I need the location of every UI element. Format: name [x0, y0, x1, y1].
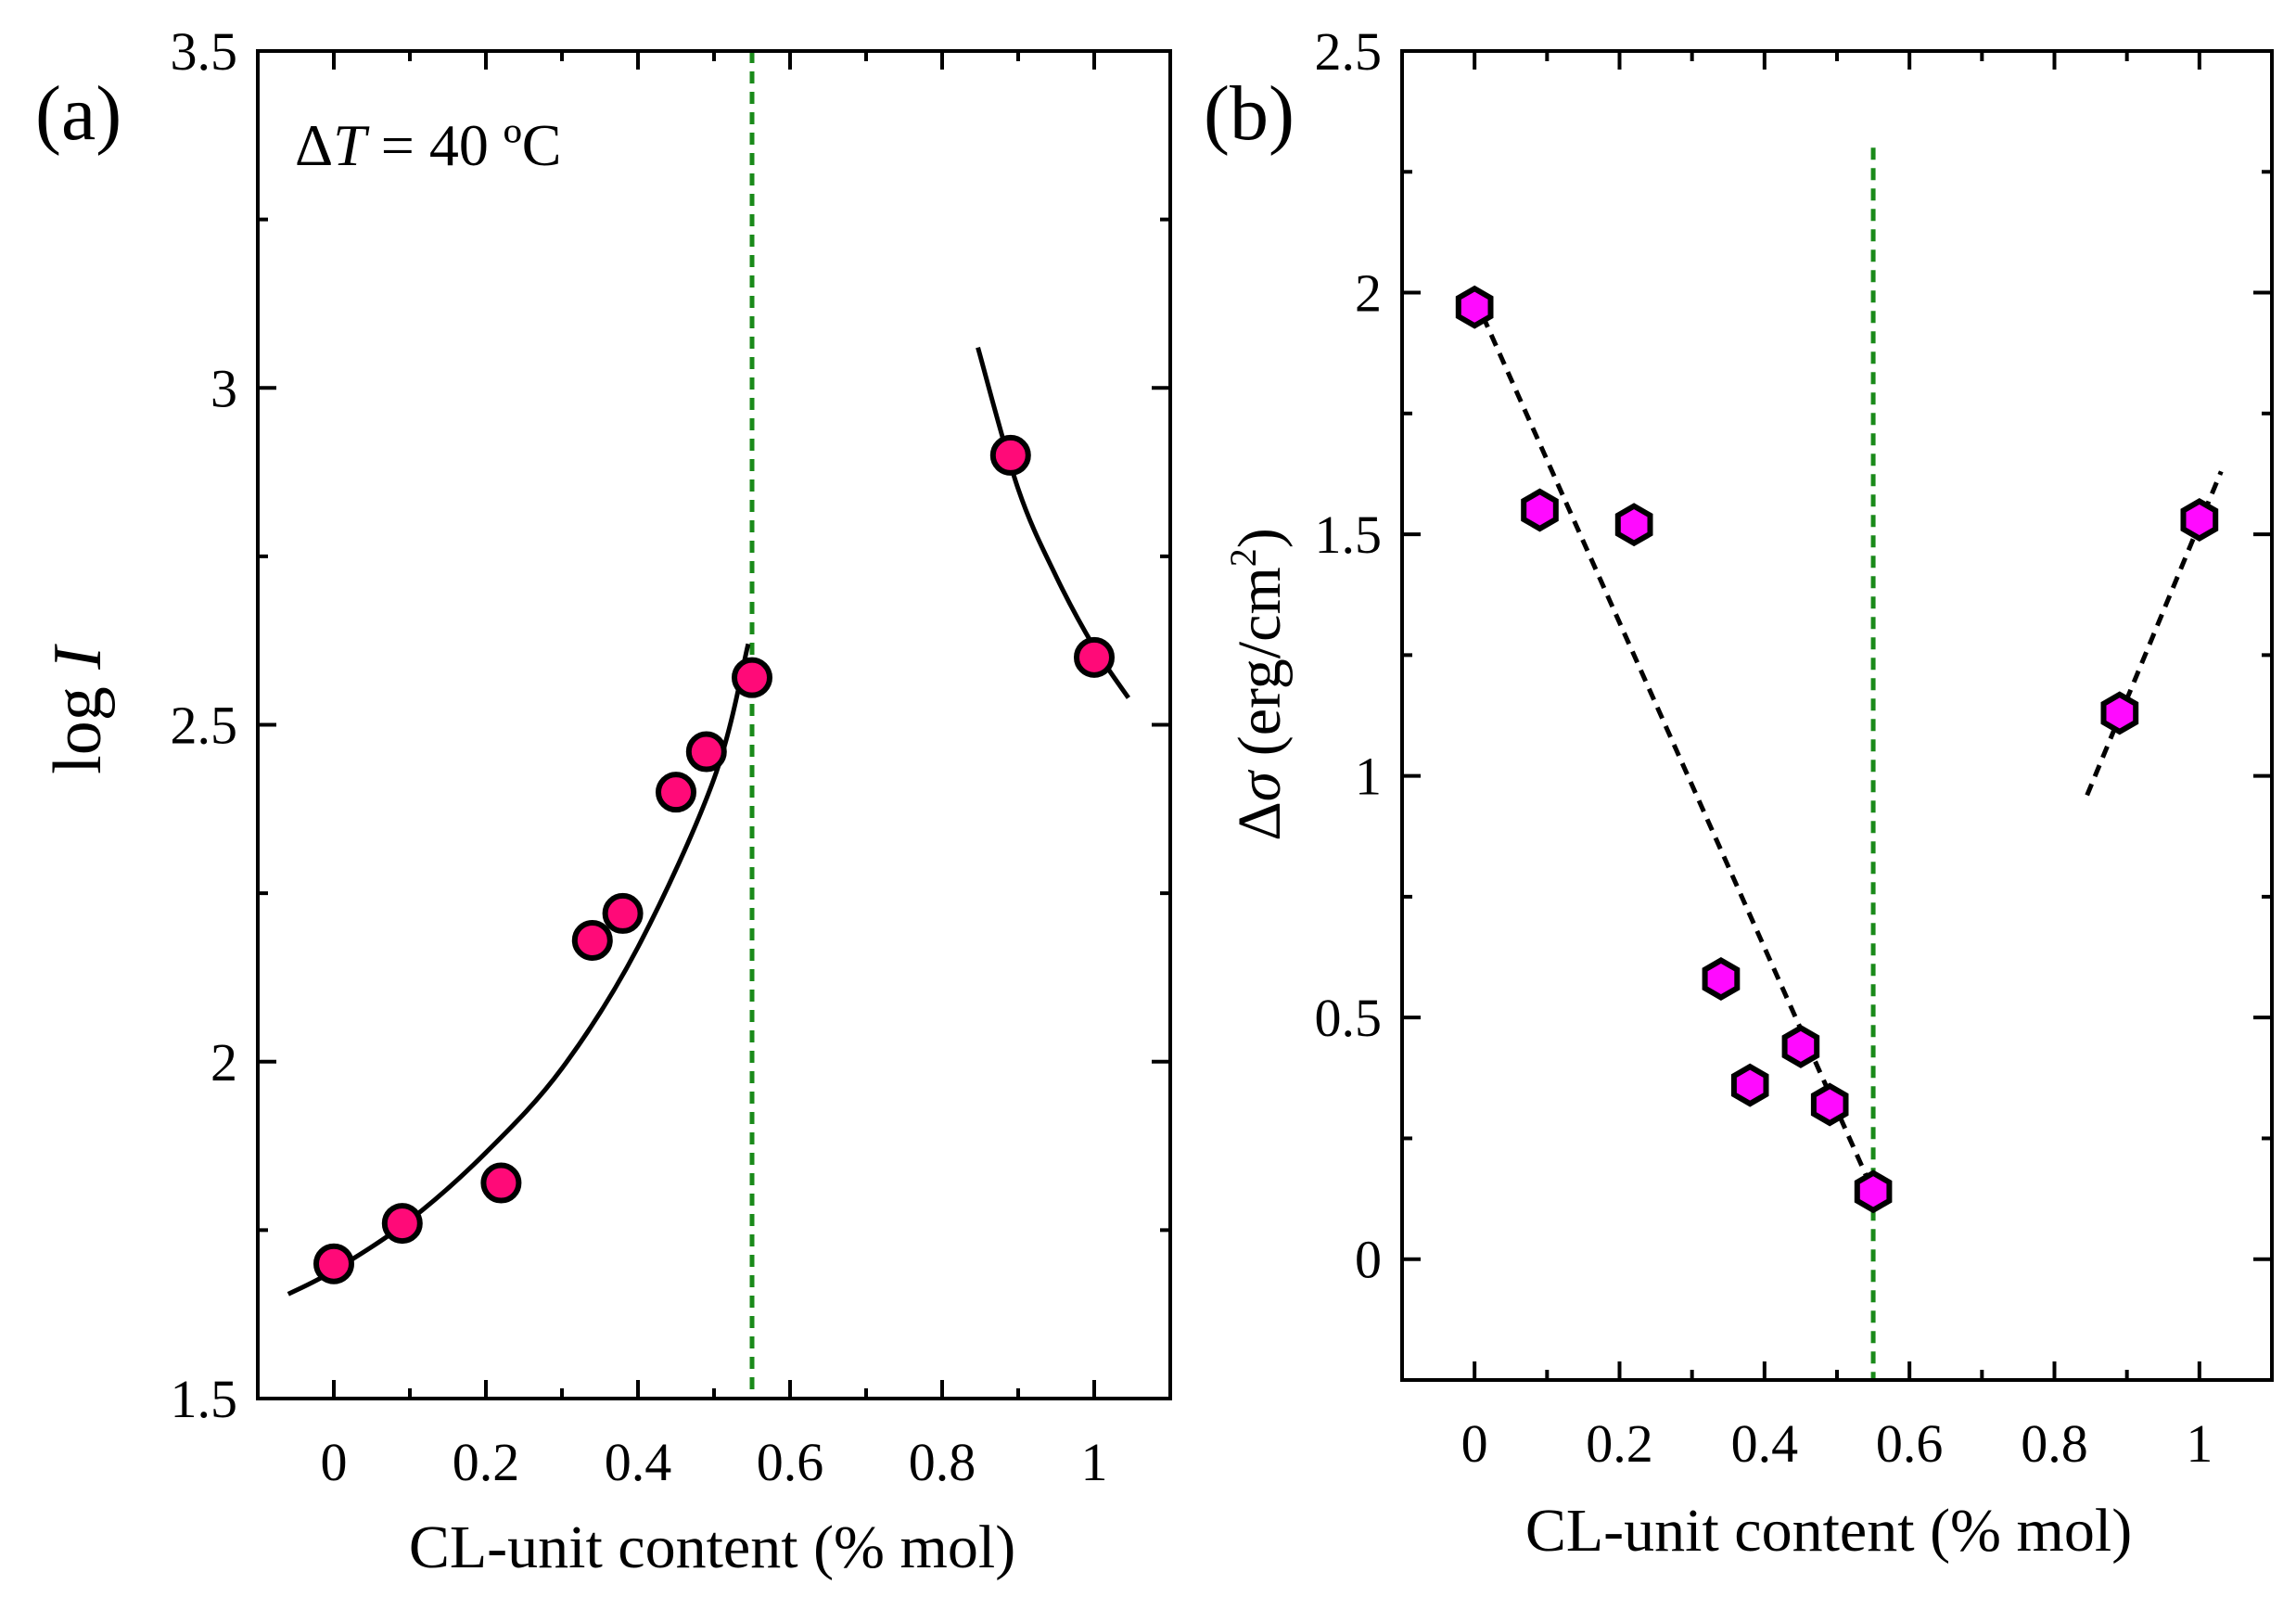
data-point [1810, 1082, 1849, 1127]
data-point [2180, 498, 2219, 542]
ylabel-delta: Δ [1226, 801, 1294, 840]
y-tick-label: 0.5 [1315, 988, 1383, 1048]
panel-a-points [313, 434, 1115, 1284]
data-point [1781, 1024, 1820, 1068]
x-tick-label: 0.4 [1731, 1413, 1799, 1474]
data-point [602, 892, 644, 934]
data-point [685, 731, 727, 773]
annotation-var: T [333, 112, 370, 178]
data-point [732, 657, 772, 698]
x-tick-label: 1 [1081, 1432, 1108, 1492]
x-tick-label: 0 [1461, 1413, 1488, 1474]
ylabel-prefix: log [40, 670, 116, 774]
ylabel-close: ) [1226, 528, 1294, 548]
panel-a-y-axis-title: log I [40, 644, 116, 774]
panel-b-y-axis-title: Δσ (erg/cm2) [1222, 528, 1294, 841]
panel-a-ticks [258, 49, 1170, 1400]
data-point [381, 1203, 423, 1245]
x-tick-label: 0.6 [1876, 1413, 1944, 1474]
data-point [313, 1243, 354, 1284]
data-point [1854, 1169, 1893, 1214]
ylabel-unit: (erg/cm [1226, 567, 1294, 772]
y-tick-label: 3 [210, 358, 237, 418]
data-point [656, 772, 696, 813]
x-tick-label: 0.2 [1586, 1413, 1653, 1474]
panel-b-frame [1400, 49, 2274, 1382]
panel-b-ticks [1402, 49, 2272, 1382]
panel-b-lines [1472, 147, 2224, 1380]
data-point [571, 919, 613, 961]
data-point [1455, 285, 1494, 329]
data-point [1074, 636, 1115, 678]
panel-a-tick-labels: 0 0.2 0.4 0.6 0.8 1 1.5 2 2.5 3 3.5 [171, 21, 1108, 1492]
x-tick-label: 0.6 [757, 1432, 824, 1492]
data-point [1730, 1063, 1769, 1107]
data-point [1614, 503, 1653, 547]
data-point [2100, 691, 2139, 735]
annotation-text: = 40 ºC [366, 112, 562, 178]
data-point [989, 434, 1031, 476]
x-tick-label: 0.8 [909, 1432, 976, 1492]
y-tick-label: 2 [1355, 263, 1382, 324]
y-tick-label: 2 [210, 1032, 237, 1092]
x-tick-label: 0.2 [453, 1432, 520, 1492]
panel-b: 0 0.2 0.4 0.6 0.8 1 0 0.5 1 1.5 2 2.5 (b) CL-unit c… [1204, 21, 2274, 1565]
x-tick-label: 0.8 [2021, 1413, 2088, 1474]
panel-b-tick-labels: 0 0.2 0.4 0.6 0.8 1 0 0.5 1 1.5 2 2.5 [1315, 21, 2213, 1474]
panel-a-frame [256, 49, 1172, 1400]
ylabel-var: I [40, 644, 116, 671]
panel-a-annotation: ΔT = 40 ºC [295, 112, 561, 178]
ylabel-sigma: σ [1226, 769, 1294, 801]
y-tick-label: 1.5 [171, 1369, 238, 1429]
data-point [1702, 957, 1741, 1001]
panel-a-x-axis-title: CL-unit content (% mol) [409, 1514, 1015, 1581]
panel-b-points [1455, 285, 2219, 1214]
panel-a-lines [287, 51, 1130, 1399]
y-tick-label: 1.5 [1315, 505, 1383, 565]
y-tick-label: 3.5 [171, 21, 238, 82]
y-tick-label: 2.5 [1315, 21, 1383, 82]
panel-b-label: (b) [1204, 70, 1295, 157]
ylabel-sup: 2 [1222, 548, 1264, 567]
x-tick-label: 1 [2186, 1413, 2213, 1474]
annotation-delta: Δ [295, 112, 333, 178]
panel-b-x-axis-title: CL-unit content (% mol) [1525, 1497, 2132, 1565]
data-point [1521, 488, 1559, 532]
x-tick-label: 0.4 [605, 1432, 672, 1492]
panel-a: 0 0.2 0.4 0.6 0.8 1 1.5 2 2.5 3 3.5 (a) ΔT = 40 ºC… [35, 21, 1172, 1581]
x-tick-label: 0 [321, 1432, 348, 1492]
data-point [480, 1162, 522, 1204]
y-tick-label: 2.5 [171, 696, 238, 756]
fit-curve-1 [287, 643, 751, 1297]
y-tick-label: 1 [1355, 747, 1382, 807]
y-tick-label: 0 [1355, 1230, 1382, 1290]
panel-a-label: (a) [35, 70, 121, 157]
